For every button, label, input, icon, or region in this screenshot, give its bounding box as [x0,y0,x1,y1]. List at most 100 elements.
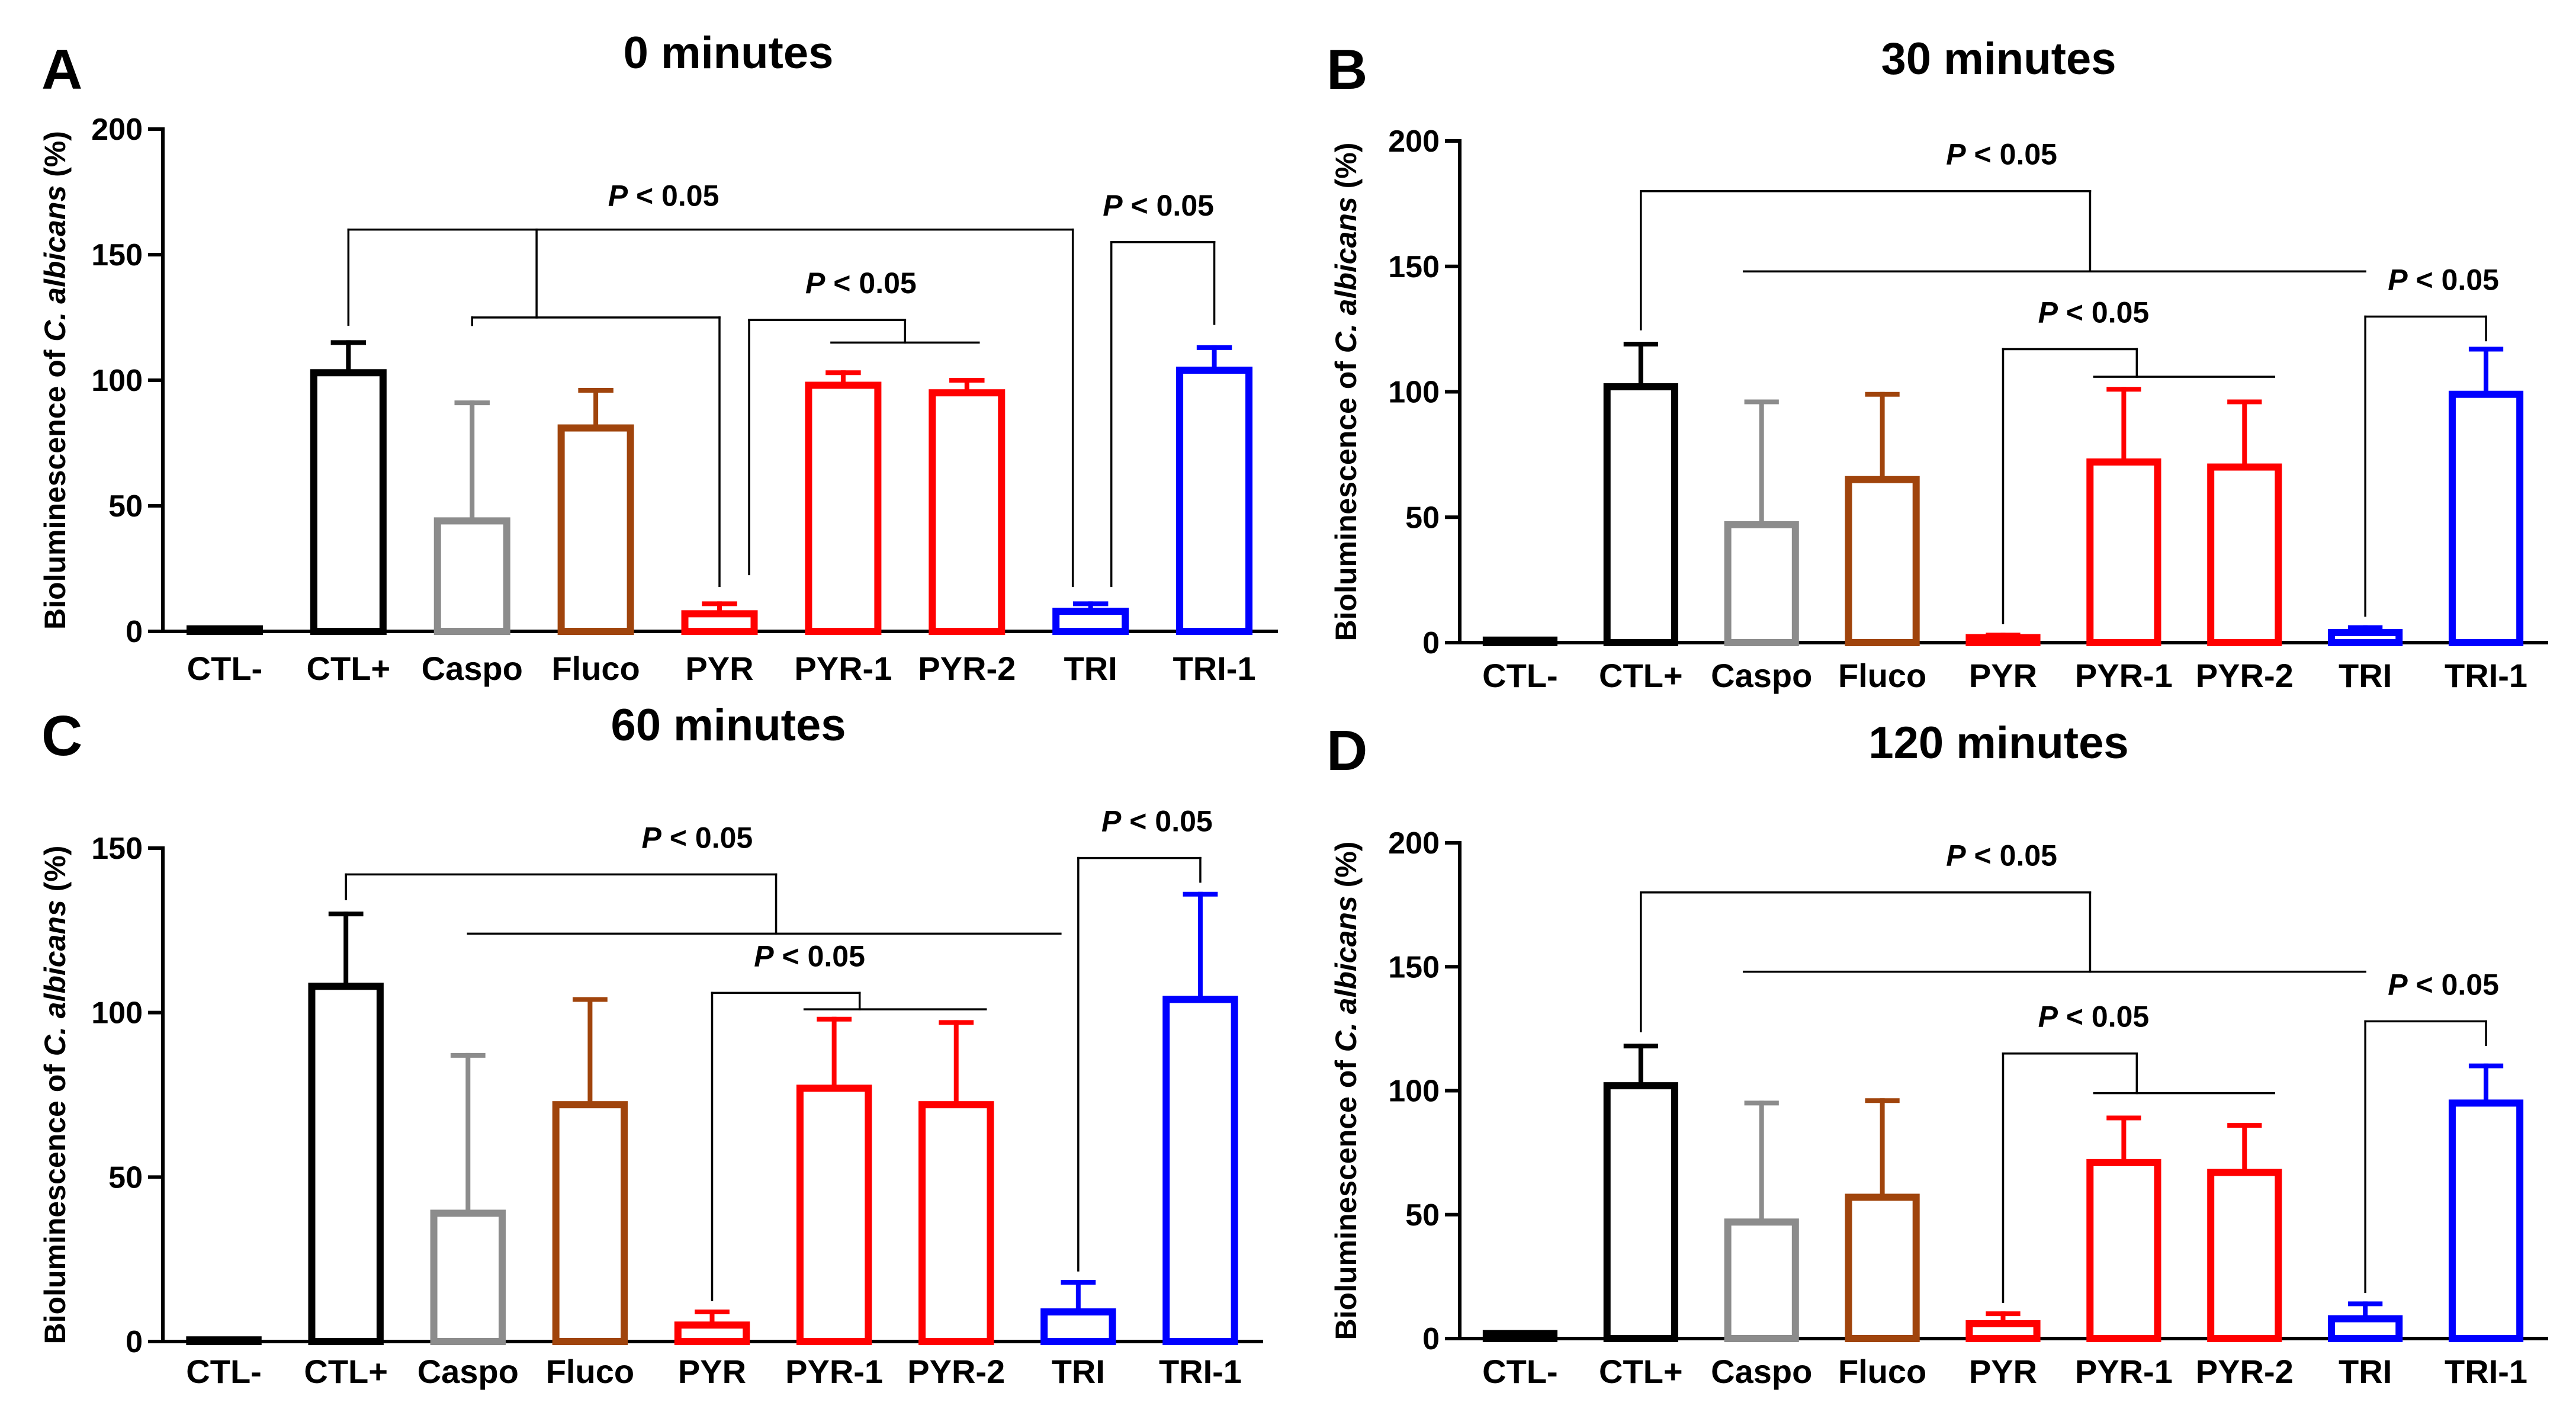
category-label: TRI-1 [1159,1353,1242,1390]
category-label: Caspo [1711,1353,1812,1390]
y-tick-label: 100 [91,364,143,398]
y-tick-label: 0 [126,615,143,649]
category-label: TRI-1 [1173,650,1256,687]
panel-title: 0 minutes [624,28,834,78]
category-label: PYR-2 [918,650,1016,687]
category-label: Caspo [417,1353,519,1390]
category-label: CTL- [187,650,263,687]
y-tick-label: 200 [1388,124,1440,159]
bar [1052,608,1129,635]
y-tick-label: 50 [108,489,143,524]
category-label: Fluco [1838,657,1926,694]
y-tick-label: 150 [91,832,143,866]
category-label: PYR-1 [794,650,892,687]
category-label: PYR [678,1353,746,1390]
significance-label: P < 0.05 [1103,189,1214,222]
category-label: TRI [1064,650,1117,687]
category-label: CTL- [1482,1353,1558,1390]
category-label: Fluco [551,650,640,687]
bar [552,1101,628,1346]
y-tick-label: 150 [1388,250,1440,284]
panel-letter: C [41,704,82,768]
category-label: CTL- [1482,657,1558,694]
category-label: PYR-2 [2196,1353,2294,1390]
category-label: PYR-1 [785,1353,883,1390]
y-tick-label: 150 [91,238,143,272]
bar [1603,383,1678,647]
significance-label: P < 0.05 [1101,805,1213,838]
significance-label: P < 0.05 [1946,839,2057,872]
bar [1040,1308,1116,1346]
bar [1162,996,1238,1346]
y-axis-label: Bioluminescence of C. albicans (%) [38,846,72,1344]
significance-label: P < 0.05 [2038,1000,2150,1034]
bar [918,1101,994,1346]
bar [1176,367,1253,635]
bar [308,983,384,1345]
bar [2086,458,2161,647]
y-tick-label: 100 [91,996,143,1031]
bar [796,1084,872,1345]
bar [557,424,634,635]
bar [1603,1082,1678,1342]
significance-label: P < 0.05 [805,267,917,300]
y-tick-label: 50 [1405,1198,1440,1233]
bar [681,610,758,635]
y-tick-label: 200 [1388,826,1440,861]
bar [186,625,263,636]
significance-label: P < 0.05 [608,179,720,213]
significance-label: P < 0.05 [754,939,865,973]
bar [1845,476,1920,646]
category-label: CTL+ [1599,657,1683,694]
panel-d: D 120 minutes 0 50 100 150 200 Bioluminescence … [1326,718,2548,1390]
bar [674,1321,750,1346]
panel-letter: D [1326,719,1367,782]
y-axis-label: Bioluminescence of C. albicans (%) [38,131,72,630]
category-label: CTL+ [1599,1353,1683,1390]
y-tick-label: 100 [1388,1074,1440,1109]
bar [310,369,387,636]
category-label: Caspo [422,650,523,687]
y-tick-label: 50 [1405,500,1440,535]
category-label: CTL+ [307,650,391,687]
bar [1482,636,1558,647]
panel-c: C 60 minutes 0 50 100 150 Bioluminescence of C… [38,700,1263,1390]
significance-label: P < 0.05 [2388,263,2499,296]
panel-a: A 0 minutes 0 50 100 150 200 Bioluminescence of… [38,28,1278,687]
category-label: Fluco [1838,1353,1926,1390]
y-tick-label: 50 [108,1160,143,1195]
bar [929,389,1006,635]
y-axis-label: Bioluminescence of C. albicans (%) [1329,143,1363,641]
bar [2086,1159,2161,1342]
bar [1965,634,2041,647]
category-label: TRI [2339,1353,2392,1390]
bar [433,517,510,635]
y-tick-label: 150 [1388,950,1440,984]
significance-label: P < 0.05 [2038,296,2150,329]
category-label: TRI-1 [2445,1353,2527,1390]
panel-b: B 30 minutes 0 50 100 150 200 Bioluminescence o… [1326,34,2548,694]
significance-label: P < 0.05 [1946,138,2057,171]
bar [2448,1099,2524,1343]
category-label: TRI [2339,657,2392,694]
panel-title: 30 minutes [1881,34,2116,84]
bar [1724,521,1799,647]
category-label: TRI-1 [2445,657,2527,694]
bar [1724,1218,1799,1342]
category-label: PYR-2 [2196,657,2294,694]
significance-label: P < 0.05 [2388,968,2499,1001]
category-label: CTL- [186,1353,262,1390]
bar [2448,390,2524,646]
bar [2328,629,2403,647]
y-tick-label: 200 [91,113,143,147]
y-tick-label: 0 [126,1325,143,1359]
bar [2207,463,2282,646]
significance-label: P < 0.05 [642,821,753,854]
bar [805,381,882,635]
y-tick-label: 0 [1422,626,1440,660]
category-label: PYR [685,650,753,687]
y-tick-label: 100 [1388,376,1440,410]
bar [186,1336,262,1346]
